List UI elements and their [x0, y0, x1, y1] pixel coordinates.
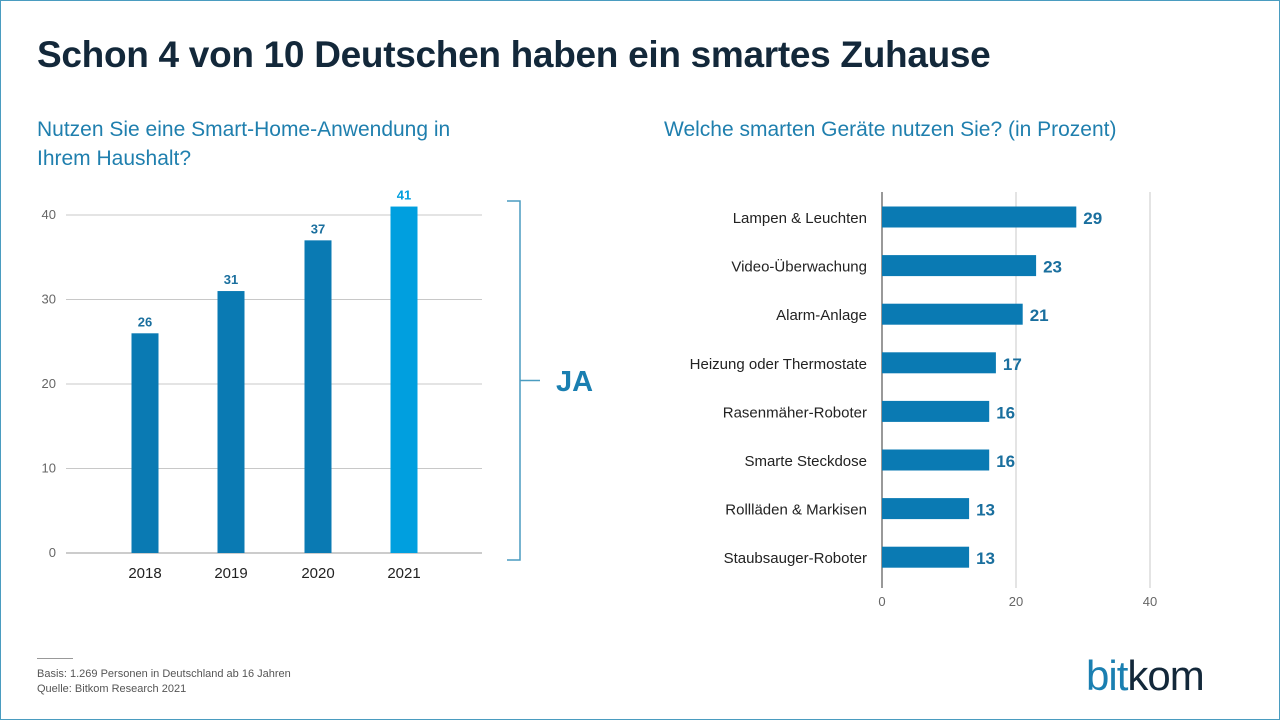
left-chart-question: Nutzen Sie eine Smart-Home-Anwendung in …: [37, 118, 451, 170]
x-tick-label: 0: [878, 594, 885, 609]
x-tick-label: 20: [1009, 594, 1023, 609]
bar-2: [882, 255, 1037, 277]
bar-3: [882, 303, 1023, 325]
category-label: Alarm-Anlage: [776, 307, 867, 324]
bitkom-logo: bitkom: [1086, 652, 1205, 699]
y-tick-label: 0: [49, 545, 56, 560]
data-label: 37: [311, 221, 325, 236]
data-label: 41: [397, 188, 411, 203]
x-tick-label: 40: [1143, 594, 1157, 609]
data-label: 31: [224, 272, 238, 287]
category-label: Rollläden & Markisen: [725, 502, 867, 519]
device-usage-bar-chart: 0 20 40 Lampen & Leuchten 29 Video-Überwachun…: [690, 192, 1157, 609]
bar-4: [882, 352, 996, 374]
category-label: Lampen & Leuchten: [733, 210, 867, 227]
ja-label: JA: [556, 366, 593, 398]
y-tick-label: 30: [42, 292, 56, 307]
bar-2020: [304, 240, 332, 553]
bar-2018: [131, 333, 159, 553]
bracket: [507, 200, 521, 561]
y-tick-label: 40: [42, 207, 56, 222]
category-label: Video-Überwachung: [731, 258, 867, 276]
category-label: Heizung oder Thermostate: [690, 356, 867, 373]
data-label: 17: [1003, 355, 1022, 374]
x-tick-label: 2019: [214, 565, 247, 582]
bar-6: [882, 449, 990, 471]
data-label: 29: [1083, 209, 1102, 228]
bar-2021: [390, 206, 418, 554]
bar-7: [882, 498, 970, 520]
data-label: 16: [996, 403, 1015, 422]
category-label: Smarte Steckdose: [744, 453, 867, 470]
data-label: 26: [138, 314, 152, 329]
y-tick-label: 10: [42, 461, 56, 476]
yearly-usage-bar-chart: 0 10 20 30 40 26 2018 31 2019 37 2020 41 2021 JA: [42, 188, 594, 582]
data-label: 16: [996, 452, 1015, 471]
y-tick-label: 20: [42, 376, 56, 391]
bar-1: [882, 206, 1077, 228]
footnote-source: Quelle: Bitkom Research 2021: [37, 683, 187, 695]
bar-5: [882, 400, 990, 422]
data-label: 13: [976, 501, 995, 520]
page-title: Schon 4 von 10 Deutschen haben ein smart…: [37, 34, 991, 75]
category-label: Staubsauger-Roboter: [724, 550, 867, 567]
right-chart-question: Welche smarten Geräte nutzen Sie? (in Pr…: [664, 118, 1117, 141]
bar-8: [882, 546, 970, 568]
data-label: 23: [1043, 258, 1062, 277]
x-tick-label: 2020: [301, 565, 334, 582]
data-label: 21: [1030, 306, 1049, 325]
category-label: Rasenmäher-Roboter: [723, 404, 867, 421]
x-tick-label: 2018: [128, 565, 161, 582]
footnote-basis: Basis: 1.269 Personen in Deutschland ab …: [37, 668, 291, 680]
footer-divider: [37, 658, 73, 659]
bar-2019: [217, 291, 245, 553]
data-label: 13: [976, 549, 995, 568]
x-tick-label: 2021: [387, 565, 420, 582]
